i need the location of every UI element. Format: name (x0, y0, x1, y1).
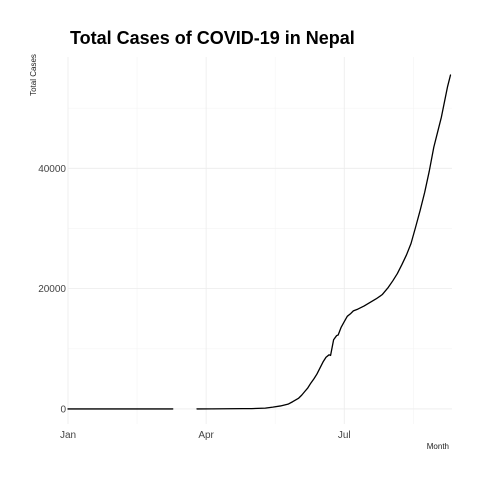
y-axis-label: Total Cases (29, 54, 38, 96)
y-tick-label: 40000 (38, 164, 66, 175)
y-tick-label: 0 (60, 404, 66, 415)
series-lines (67, 74, 452, 410)
x-axis-ticks: Jan Apr Jul (60, 430, 351, 441)
x-axis-label: Month (427, 442, 449, 451)
series-line-segment (196, 74, 452, 410)
chart-title: Total Cases of COVID-19 in Nepal (70, 28, 355, 48)
y-axis-ticks: 0 20000 40000 (38, 164, 66, 416)
x-tick-label: Jan (60, 430, 76, 441)
y-tick-label: 20000 (38, 284, 66, 295)
gridlines (67, 57, 452, 424)
x-tick-label: Jul (338, 430, 351, 441)
x-tick-label: Apr (198, 430, 214, 441)
